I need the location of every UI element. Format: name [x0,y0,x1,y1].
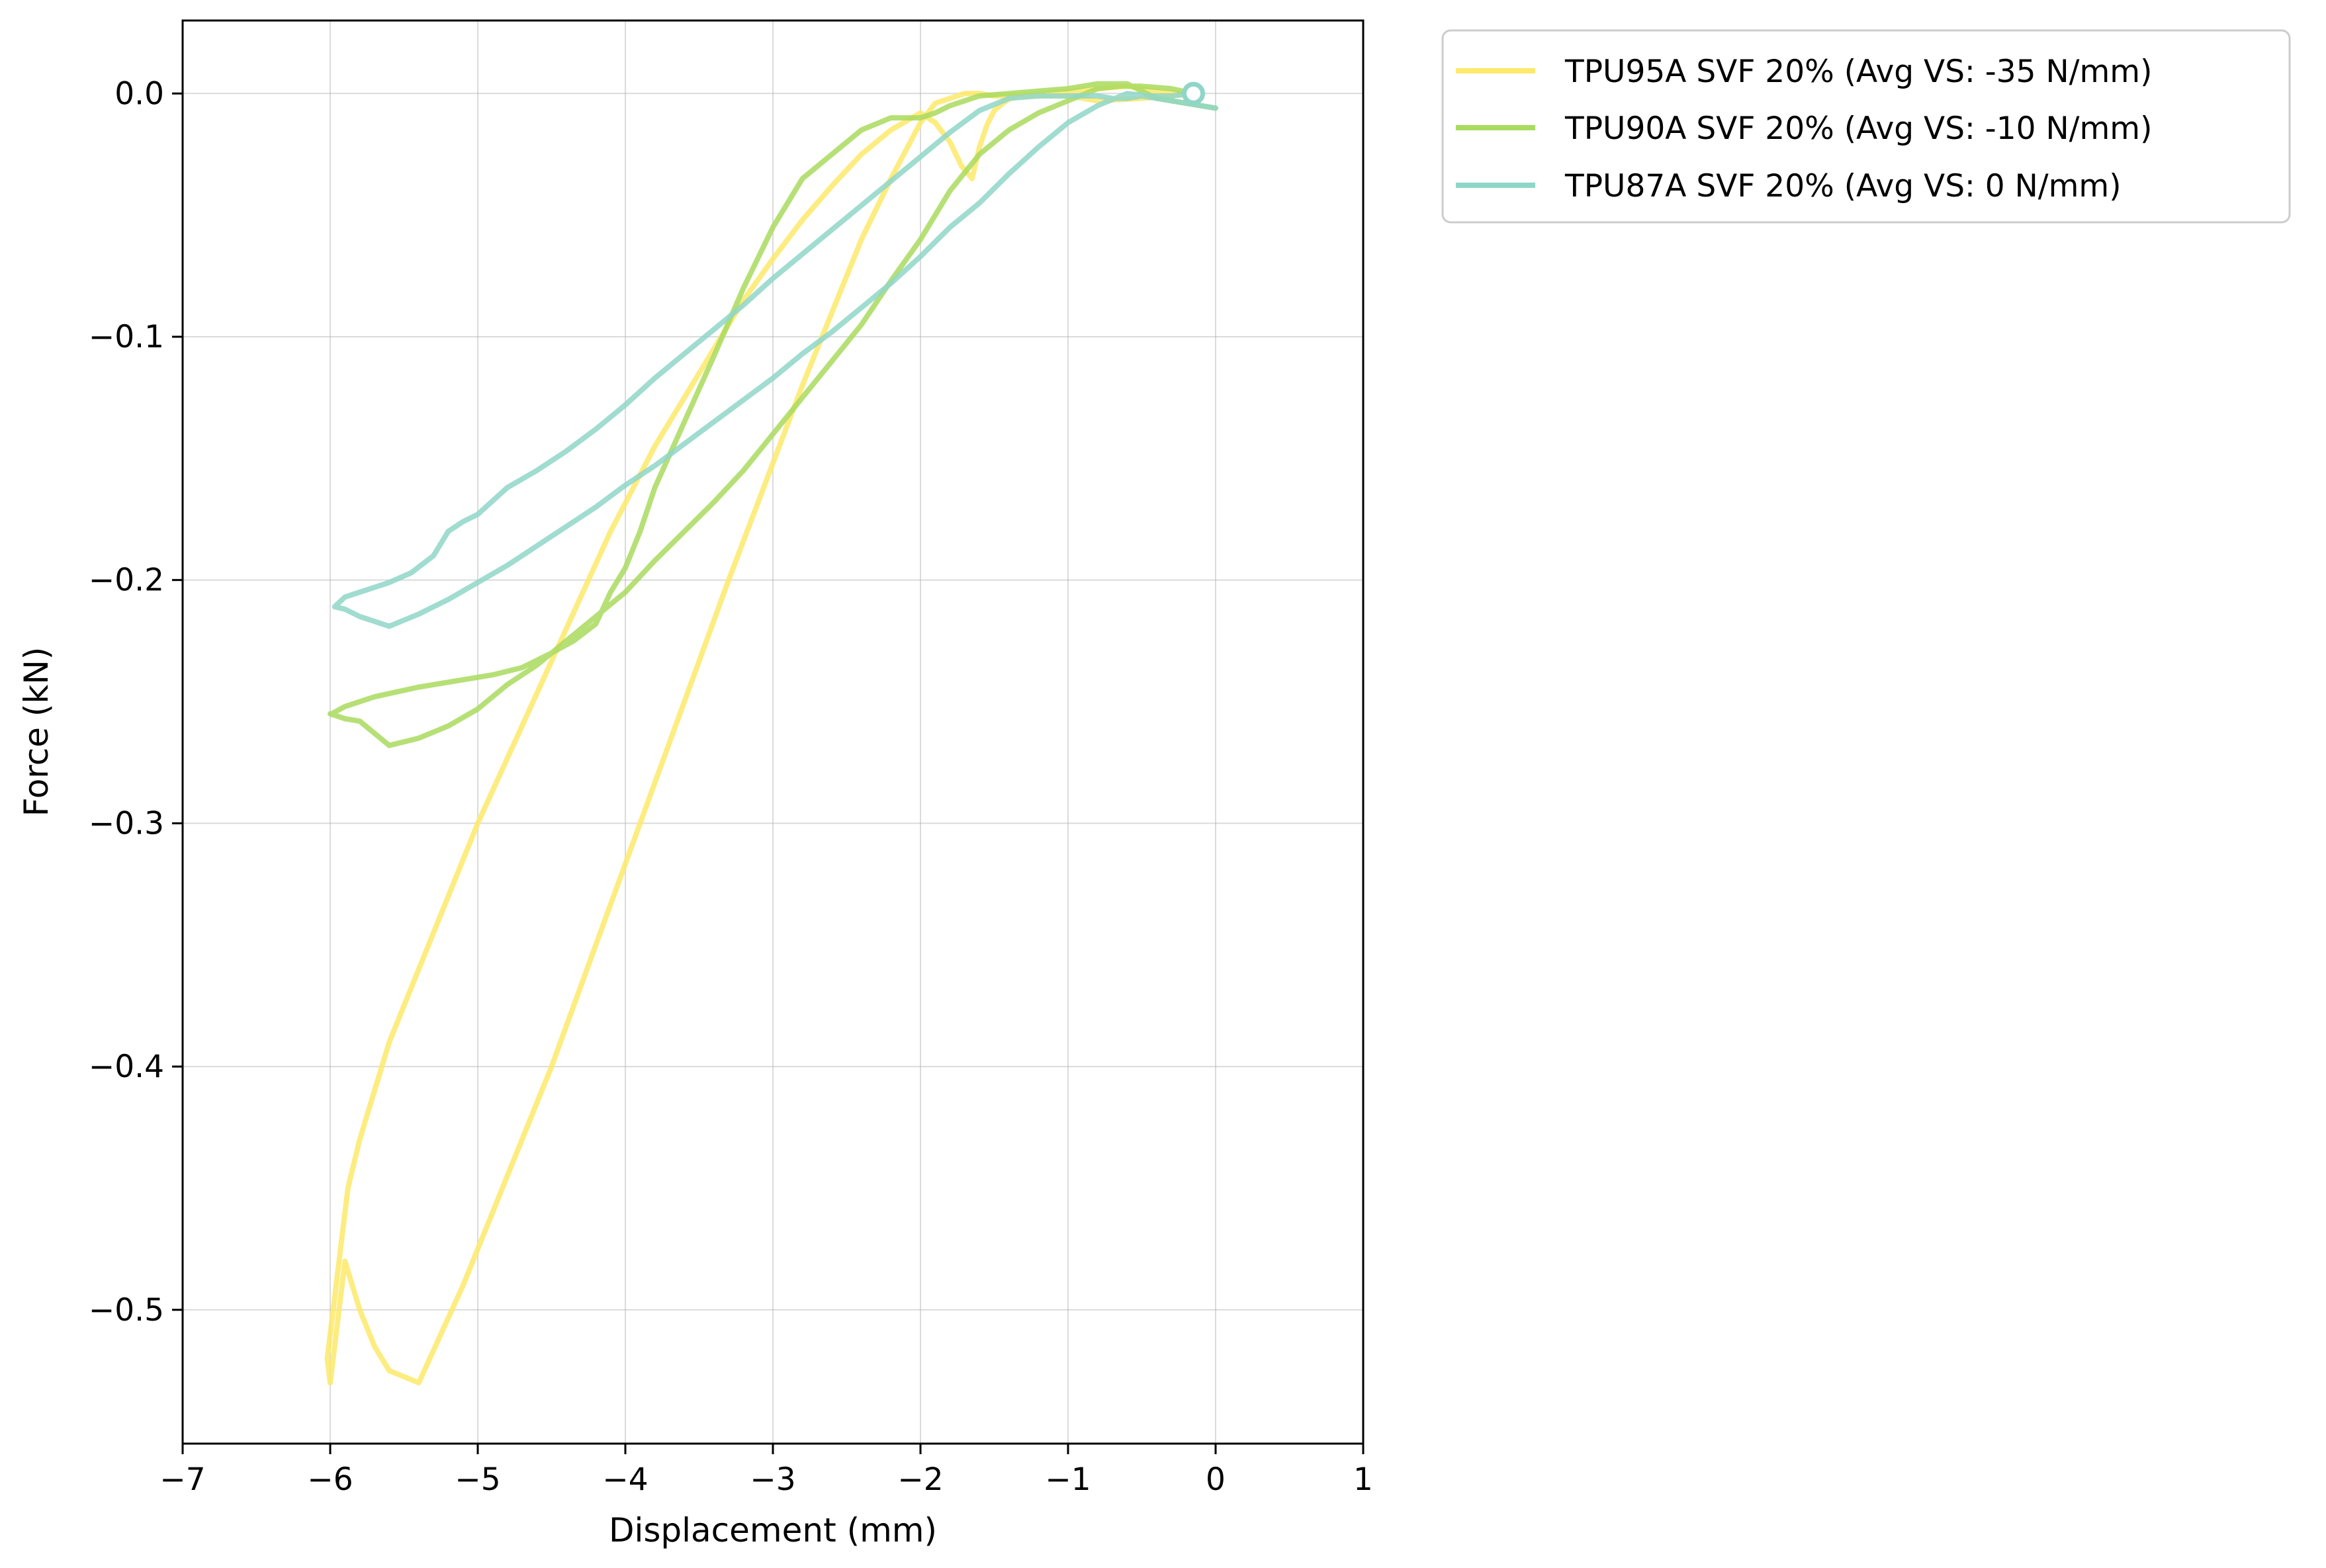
y-tick-label: −0.4 [89,1049,164,1085]
y-tick-label: −0.2 [89,562,164,599]
series-line-2 [332,91,1218,629]
x-axis-label: Displacement (mm) [609,1511,937,1549]
series-line-1 [328,81,1218,748]
x-tick-label: −2 [897,1461,943,1498]
series-line-0 [324,83,1196,1386]
grid-lines [182,21,1364,1444]
legend-box [1441,29,2291,224]
x-tick-label: 1 [1353,1461,1373,1498]
x-tick-label: 0 [1206,1461,1226,1498]
x-tick-label: −1 [1045,1461,1091,1498]
x-tick-label: −6 [307,1461,353,1498]
x-tick-label: −5 [455,1461,500,1498]
legend-label-0: TPU95A SVF 20% (Avg VS: -35 N/mm) [1564,54,2152,90]
y-tick-label: −0.5 [89,1292,164,1328]
axis-ticks: −7 −6 −5 −4 −3 −2 −1 0 1 0.0 −0.1 −0.2 −0.3 −0.4 −0.5 [89,75,1373,1498]
legend-label-1: TPU90A SVF 20% (Avg VS: -10 N/mm) [1564,110,2152,147]
legend-label-2: TPU87A SVF 20% (Avg VS: 0 N/mm) [1564,168,2122,204]
end-point-marker [1182,81,1206,105]
marker-layer [1182,81,1206,105]
x-tick-label: −3 [750,1461,795,1498]
y-tick-label: −0.3 [89,805,164,842]
x-tick-label: −4 [602,1461,648,1498]
legend: TPU95A SVF 20% (Avg VS: -35 N/mm) TPU90A… [1441,29,2291,224]
y-tick-label: 0.0 [114,75,164,112]
series-lines [324,81,1218,1386]
y-axis-label: Force (kN) [17,647,56,817]
y-tick-label: −0.1 [89,319,164,355]
x-tick-label: −7 [159,1461,205,1498]
